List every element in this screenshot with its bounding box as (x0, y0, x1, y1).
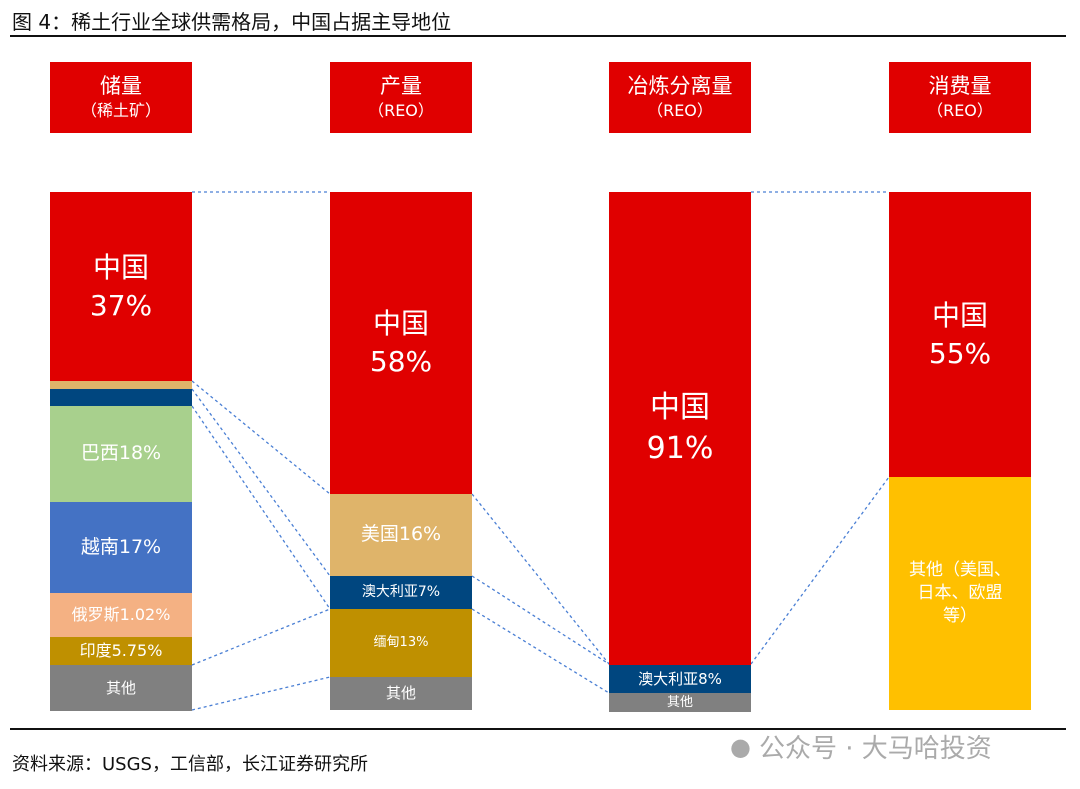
segment-label: 印度5.75% (79, 641, 163, 661)
segment-label: 美国16% (360, 523, 442, 546)
segment-label: 其他 (666, 694, 693, 710)
bar-segment: 中国 58% (330, 192, 472, 494)
column-header: 产量 （REO） (330, 62, 472, 133)
segment-label: 澳大利亚8% (638, 669, 722, 688)
connector-line (191, 388, 331, 577)
watermark: ● 公众号 · 大马哈投资 (730, 728, 992, 765)
segment-label: 越南17% (80, 535, 162, 558)
bar-segment: 俄罗斯1.02% (50, 593, 192, 637)
bar-segment: 缅甸13% (330, 609, 472, 677)
column-header: 储量 （稀土矿） (50, 62, 192, 133)
bar-segment (50, 389, 192, 406)
segment-label: 中国 58% (369, 307, 433, 378)
segment-label: 缅甸13% (373, 635, 429, 651)
header-subtitle: （稀土矿） (80, 100, 161, 120)
header-title: 产量 (380, 74, 422, 99)
header-title: 储量 (100, 74, 142, 99)
figure-title: 图 4：稀土行业全球供需格局，中国占据主导地位 (12, 10, 452, 34)
connector-line (191, 676, 331, 711)
header-subtitle: （REO） (647, 100, 713, 120)
bar-segment: 美国16% (330, 494, 472, 576)
bar-segment: 越南17% (50, 502, 192, 593)
bar-segment (50, 381, 192, 389)
bar-segment: 其他 (609, 693, 751, 712)
connector-line (471, 608, 610, 694)
segment-label: 其他（美国、 日本、欧盟 等） (909, 560, 1011, 626)
bar-segment: 澳大利亚7% (330, 576, 472, 609)
bar-segment: 其他 (330, 677, 472, 710)
bar-segment: 巴西18% (50, 406, 192, 502)
segment-label: 中国 55% (928, 298, 992, 370)
column-header: 冶炼分离量 （REO） (609, 62, 751, 133)
wechat-icon: ● (730, 732, 751, 761)
connector-line (191, 608, 331, 666)
connector-line (471, 493, 610, 665)
segment-label: 中国 91% (646, 390, 714, 466)
segment-label: 中国 37% (89, 250, 153, 322)
bar-segment: 中国 55% (889, 192, 1031, 477)
segment-label: 其他 (105, 678, 136, 697)
header-subtitle: （REO） (368, 100, 434, 120)
segment-label: 巴西18% (80, 442, 162, 465)
bar-segment: 印度5.75% (50, 637, 192, 665)
header-subtitle: （REO） (927, 100, 993, 120)
source-note: 资料来源：USGS，工信部，长江证券研究所 (12, 754, 368, 775)
bar-segment: 其他 (50, 665, 192, 711)
top-rule (10, 35, 1066, 37)
bottom-rule (10, 728, 1066, 730)
bar-segment: 其他（美国、 日本、欧盟 等） (889, 477, 1031, 710)
bar-segment: 中国 37% (50, 192, 192, 381)
segment-label: 其他 (385, 684, 416, 703)
bar-segment: 中国 91% (609, 192, 751, 665)
segment-label: 澳大利亚7% (361, 584, 441, 601)
header-title: 冶炼分离量 (627, 74, 733, 99)
connector-line (750, 476, 890, 665)
connector-line (191, 405, 331, 610)
segment-label: 俄罗斯1.02% (71, 605, 171, 625)
header-title: 消费量 (928, 74, 992, 99)
watermark-text: 公众号 · 大马哈投资 (758, 734, 992, 764)
bar-segment: 澳大利亚8% (609, 665, 751, 693)
column-header: 消费量 （REO） (889, 62, 1031, 133)
